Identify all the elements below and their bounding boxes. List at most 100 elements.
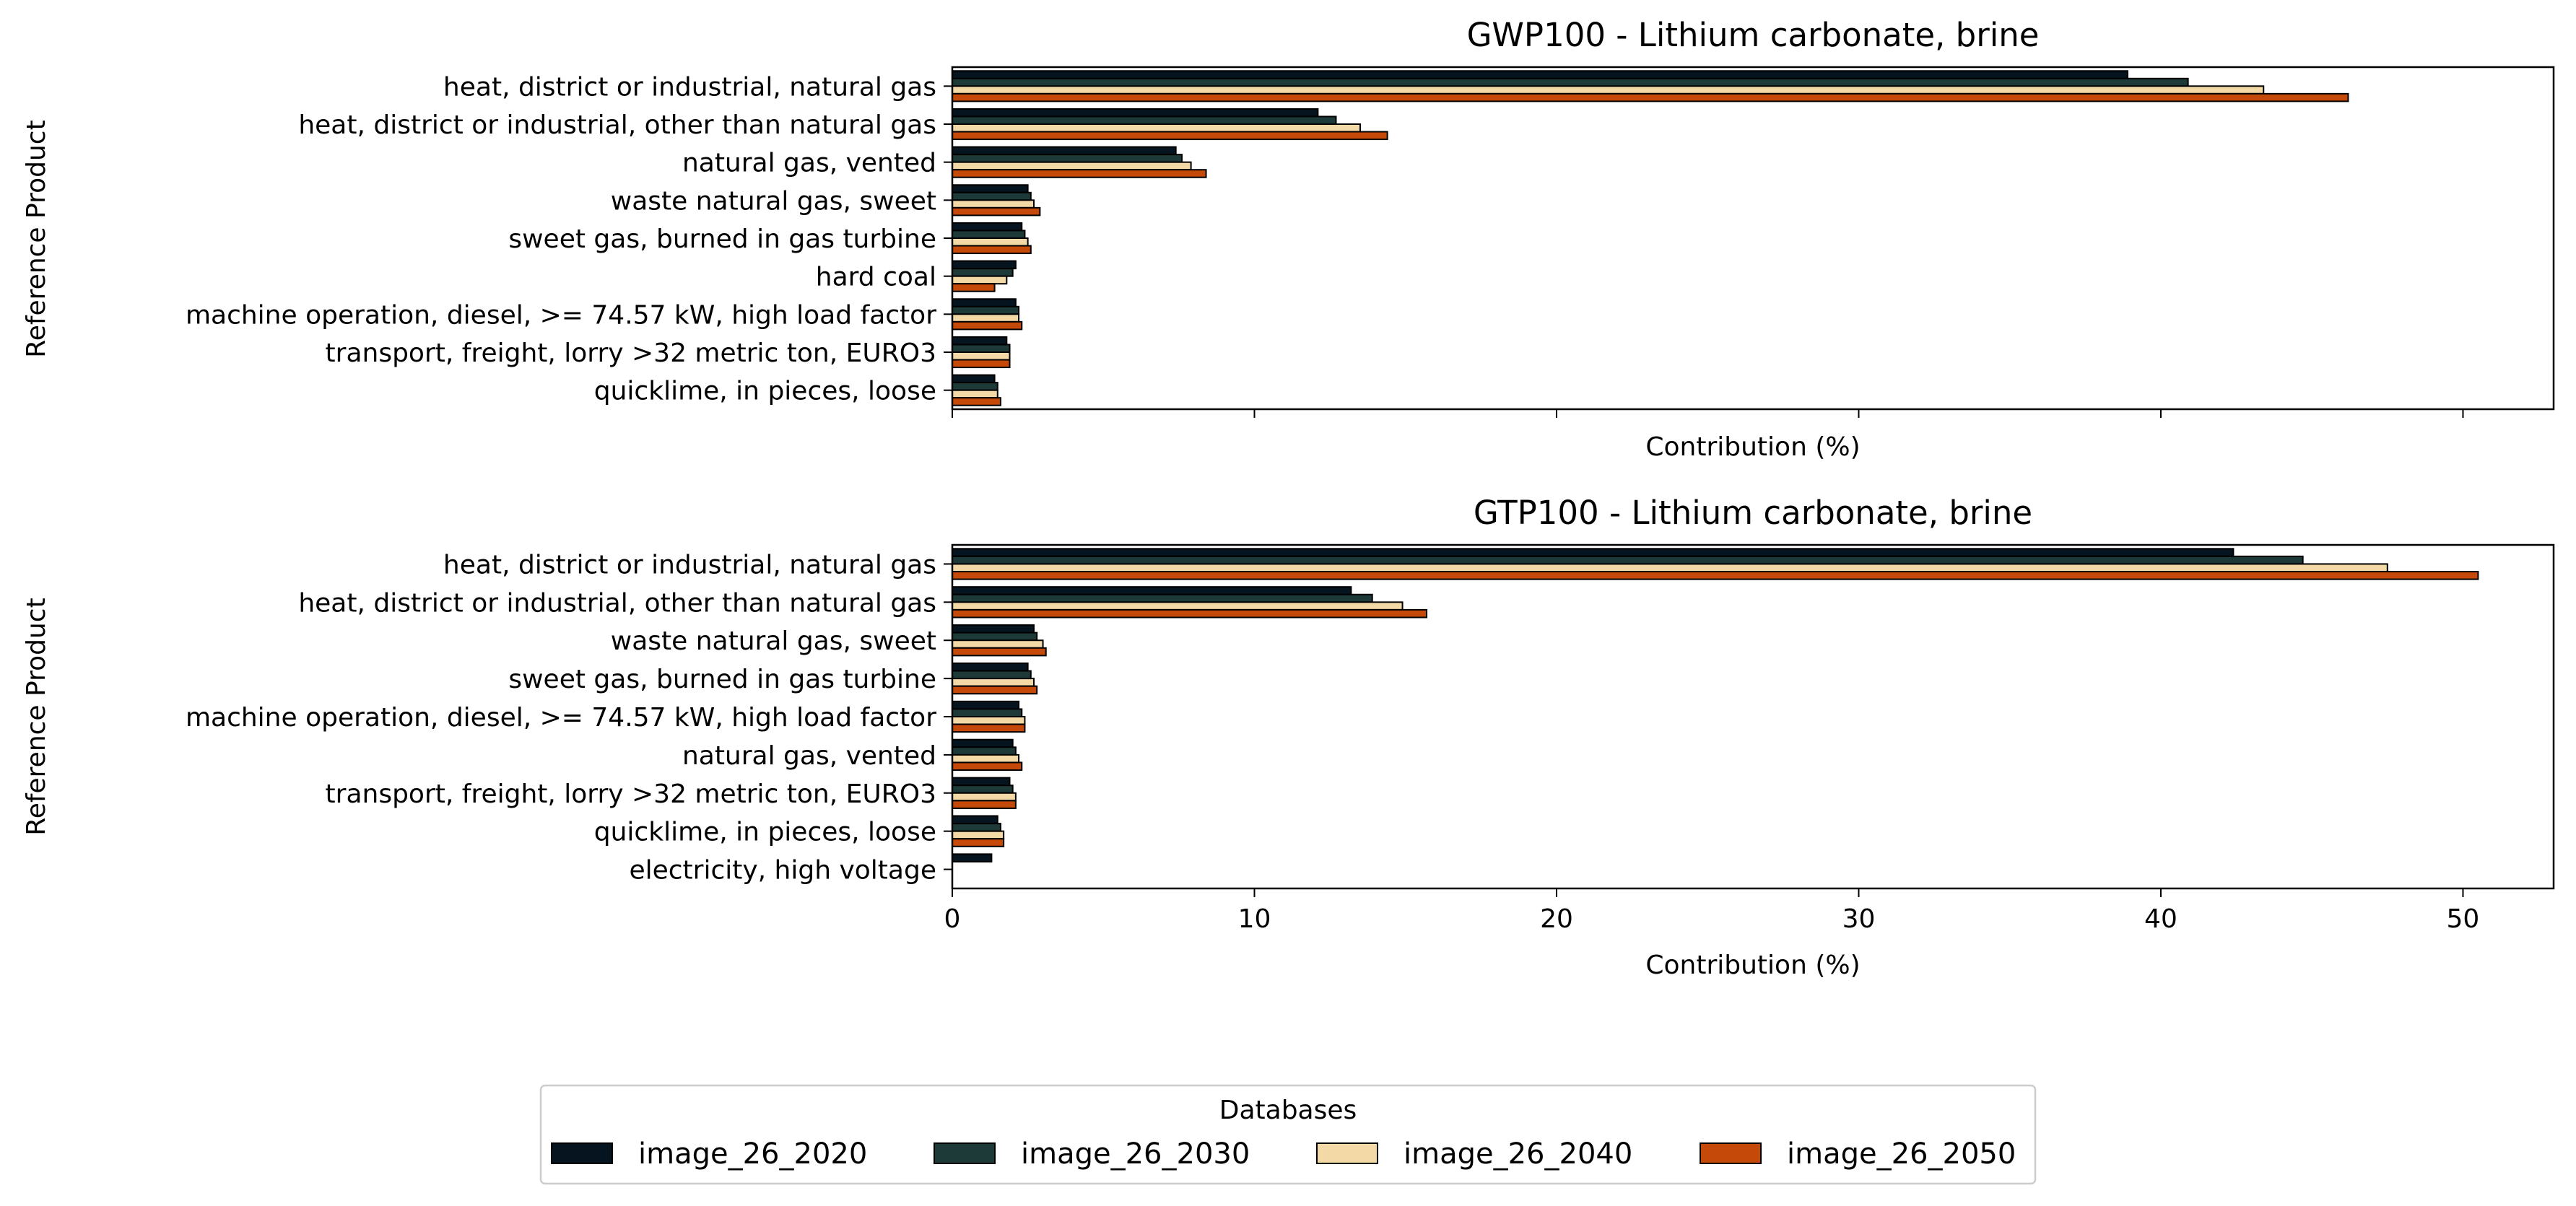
gwp100-category-label: quicklime, in pieces, loose [594,377,936,406]
gtp100-bar-1-5 [952,700,1020,710]
gtp100-bar-4-7 [952,800,1017,809]
gwp100-bar-2-6 [952,268,1014,277]
gwp100-category-label: waste natural gas, sweet [611,186,936,216]
gwp100-category-label: sweet gas, burned in gas turbine [508,224,936,254]
gwp100-bar-4-5 [952,245,1032,255]
gtp100-bar-3-6 [952,753,1020,764]
gwp100-bar-4-3 [952,169,1207,178]
gwp100-bar-3-8 [952,351,1011,361]
gwp100-bar-3-6 [952,275,1008,285]
gtp100-bar-3-3 [952,639,1044,649]
gwp100-bar-4-1 [952,92,2349,102]
gwp100-category-label: natural gas, vented [682,149,936,178]
gtp100-bar-1-8 [952,815,998,825]
gwp100-bar-2-9 [952,382,998,391]
legend-swatch-2 [934,1142,996,1164]
gwp100-bar-1-8 [952,336,1008,346]
gwp100-bar-1-2 [952,108,1319,118]
gtp100-bar-1-9 [952,853,993,862]
gtp100-category-label: heat, district or industrial, other than… [298,588,936,618]
gtp100-x-tick-label: 0 [944,904,961,934]
gwp100-bar-2-4 [952,191,1032,201]
gwp100-bar-3-5 [952,237,1029,247]
legend-swatch-1 [551,1142,613,1164]
gwp100-bar-2-8 [952,344,1011,354]
gtp100-bar-4-8 [952,838,1005,847]
gwp100-bar-1-4 [952,184,1029,193]
gtp100-x-tick-label: 20 [1540,904,1573,934]
gtp100-bar-3-2 [952,601,1404,611]
gtp100-bars [952,548,2479,862]
gtp100-category-label: transport, freight, lorry >32 metric ton… [326,779,936,809]
gtp100-bar-2-7 [952,785,1014,794]
gwp100-category-label: machine operation, diesel, >= 74.57 kW, … [186,300,936,330]
gwp100-y-axis-label: Reference Product [22,120,51,357]
gtp100-bar-2-5 [952,708,1023,718]
gwp100-bar-3-3 [952,161,1192,171]
gwp100-bar-4-4 [952,206,1041,217]
legend-label-2: image_26_2030 [1021,1137,1250,1171]
gtp100-bar-1-4 [952,662,1029,672]
gtp100-bar-4-6 [952,761,1023,772]
gwp100-bar-2-3 [952,154,1183,163]
gwp100-bar-2-1 [952,77,2189,87]
gtp100-bar-4-5 [952,723,1026,733]
gwp100-category-label: hard coal [816,263,936,292]
gwp100-title: GWP100 - Lithium carbonate, brine [1467,16,2040,54]
gwp100-bar-3-4 [952,199,1035,209]
gwp100-bar-4-8 [952,359,1011,369]
gwp100-bar-1-5 [952,222,1023,232]
gwp100-bar-3-9 [952,389,998,399]
gtp100-category-label: electricity, high voltage [629,856,936,886]
gtp100-bar-4-1 [952,571,2479,580]
gwp100-bar-3-1 [952,85,2265,95]
gtp100-bar-1-6 [952,738,1014,748]
gtp100-bar-2-4 [952,670,1032,680]
legend-frame [539,1084,2037,1185]
legend-label-1: image_26_2020 [638,1137,867,1171]
gtp100-bar-2-8 [952,823,1001,832]
legend-label-4: image_26_2050 [1787,1137,2016,1171]
gtp100-bar-1-7 [952,777,1011,787]
gwp100-bar-2-5 [952,230,1026,240]
gtp100-y-axis-label: Reference Product [22,598,51,835]
gwp100-bar-4-9 [952,397,1001,406]
gtp100-bar-3-8 [952,830,1005,840]
gtp100-category-label: heat, district or industrial, natural ga… [443,550,936,580]
gtp100-title: GTP100 - Lithium carbonate, brine [1474,494,2032,532]
gtp100-category-label: machine operation, diesel, >= 74.57 kW, … [186,703,936,733]
gwp100-plot-frame [951,66,2555,411]
gwp100-bar-3-2 [952,123,1361,133]
gtp100-x-axis-label: Contribution (%) [1645,951,1860,980]
gtp100-ticks: heat, district or industrial, natural ga… [186,550,2479,934]
gtp100-bar-1-2 [952,586,1352,595]
gtp100-x-tick-label: 40 [2144,904,2177,934]
gtp100-category-label: quicklime, in pieces, loose [594,818,936,847]
gtp100-category-label: sweet gas, burned in gas turbine [508,665,936,694]
gtp100-panel: GTP100 - Lithium carbonate, brine Refere… [22,494,2555,980]
legend-title: Databases [1219,1096,1357,1125]
gwp100-category-label: heat, district or industrial, natural ga… [443,72,936,102]
gwp100-bar-4-7 [952,320,1023,331]
gtp100-bar-3-7 [952,792,1017,802]
legend-swatch-4 [1700,1142,1762,1164]
gtp100-bar-4-2 [952,608,1428,619]
gtp100-bar-2-1 [952,555,2304,565]
gwp100-x-axis-label: Contribution (%) [1645,432,1860,462]
gwp100-bar-1-6 [952,260,1017,270]
gwp100-category-label: transport, freight, lorry >32 metric ton… [326,338,936,368]
gtp100-x-tick-label: 50 [2447,904,2480,934]
gtp100-bar-2-2 [952,593,1373,603]
gwp100-bar-2-2 [952,115,1337,125]
gtp100-x-tick-label: 30 [1842,904,1876,934]
legend: Databases image_26_2020 image_26_2030 imag… [539,1084,2037,1185]
gtp100-bar-1-3 [952,624,1035,634]
legend-entries: image_26_2020 image_26_2030 image_26_2040 i… [551,1137,2016,1171]
gwp100-category-label: heat, district or industrial, other than… [298,110,936,140]
gtp100-category-label: waste natural gas, sweet [611,626,936,656]
gwp100-bar-1-9 [952,374,996,384]
gtp100-x-tick-label: 10 [1238,904,1271,934]
gtp100-plot-frame [951,543,2555,890]
gtp100-bar-3-4 [952,678,1035,687]
